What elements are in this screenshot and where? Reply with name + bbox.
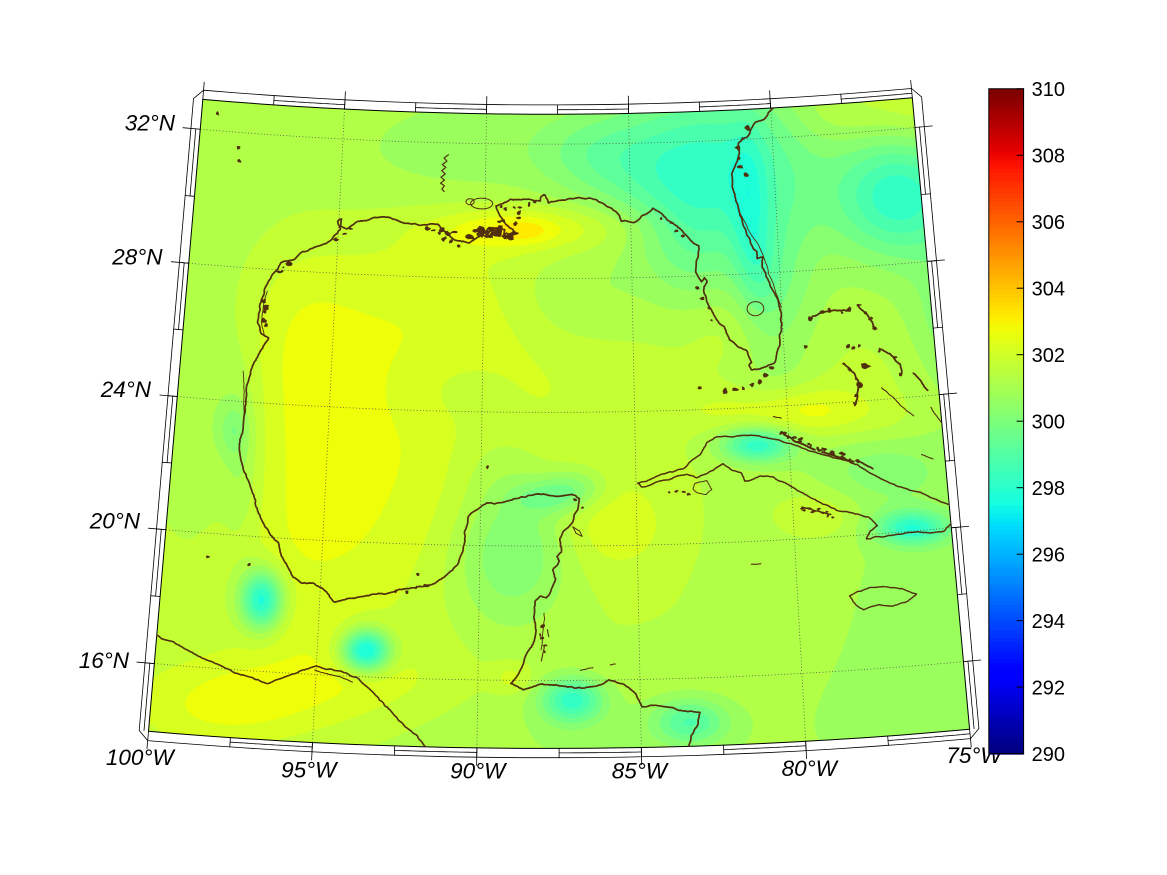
- svg-text:16°N: 16°N: [79, 648, 130, 673]
- svg-text:310: 310: [1032, 79, 1065, 101]
- svg-text:290: 290: [1032, 744, 1065, 766]
- svg-text:28°N: 28°N: [111, 244, 163, 269]
- svg-text:85°W: 85°W: [612, 759, 669, 784]
- svg-text:294: 294: [1032, 611, 1065, 633]
- svg-text:292: 292: [1032, 678, 1065, 700]
- svg-text:20°N: 20°N: [89, 508, 141, 533]
- svg-text:296: 296: [1032, 545, 1065, 567]
- svg-text:80°W: 80°W: [782, 756, 839, 781]
- svg-text:308: 308: [1032, 146, 1065, 168]
- svg-text:32°N: 32°N: [125, 110, 176, 135]
- svg-text:24°N: 24°N: [100, 377, 152, 402]
- svg-text:302: 302: [1032, 345, 1065, 367]
- svg-text:298: 298: [1032, 478, 1065, 500]
- svg-text:300: 300: [1032, 412, 1065, 434]
- svg-text:95°W: 95°W: [281, 757, 338, 782]
- svg-text:304: 304: [1032, 279, 1065, 301]
- svg-text:90°W: 90°W: [450, 759, 507, 784]
- svg-text:100°W: 100°W: [106, 745, 176, 770]
- svg-text:306: 306: [1032, 212, 1065, 234]
